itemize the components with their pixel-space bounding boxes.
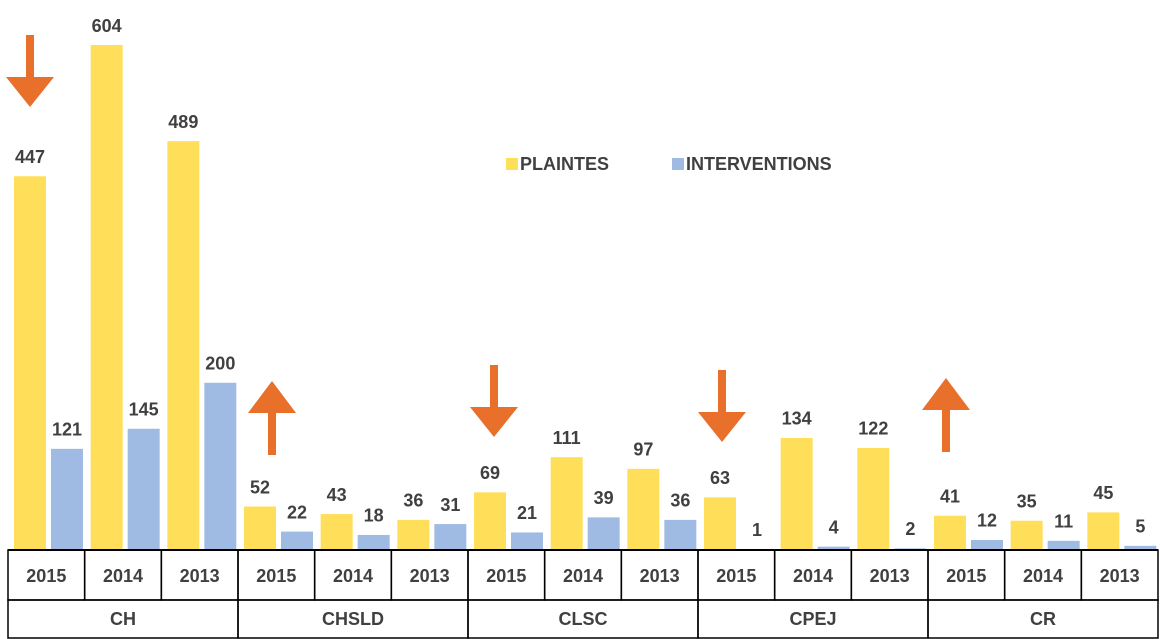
legend-swatch (672, 158, 684, 170)
data-label: 12 (977, 511, 997, 531)
x-tick-label: 2015 (486, 566, 526, 586)
data-label: 21 (517, 503, 537, 523)
arrow-down (6, 35, 54, 107)
x-tick-label: 2014 (103, 566, 143, 586)
x-tick-label: 2015 (256, 566, 296, 586)
bar (1047, 540, 1080, 550)
bar (204, 382, 237, 550)
x-tick-label: 2014 (1023, 566, 1063, 586)
bar (397, 519, 430, 550)
x-tick-label: 2013 (640, 566, 680, 586)
data-label: 39 (594, 488, 614, 508)
arrow-down (698, 370, 746, 442)
x-tick-label: 2014 (333, 566, 373, 586)
group-label: CLSC (559, 609, 608, 629)
data-label: 18 (364, 506, 384, 526)
data-label: 36 (403, 491, 423, 511)
data-label: 2 (905, 519, 915, 539)
x-tick-label: 2015 (946, 566, 986, 586)
bar (90, 45, 123, 550)
bar (1010, 520, 1043, 550)
data-label: 5 (1135, 517, 1145, 537)
bar (857, 447, 890, 550)
x-tick-label: 2013 (180, 566, 220, 586)
legend-swatch (506, 158, 518, 170)
group-label: CHSLD (322, 609, 384, 629)
data-label: 1 (752, 520, 762, 540)
group-label: CR (1030, 609, 1056, 629)
data-label: 69 (480, 463, 500, 483)
data-label: 4 (829, 517, 839, 537)
x-tick-label: 2015 (716, 566, 756, 586)
data-label: 43 (327, 485, 347, 505)
bar (127, 428, 160, 550)
x-tick-label: 2014 (563, 566, 603, 586)
data-label: 22 (287, 502, 307, 522)
data-label: 111 (553, 428, 581, 448)
bar (511, 532, 543, 550)
bar (14, 176, 46, 551)
bar (244, 506, 276, 550)
bar (664, 519, 697, 550)
bar (281, 531, 313, 550)
group-label: CH (110, 609, 136, 629)
bar (780, 437, 813, 550)
data-label: 134 (782, 409, 812, 429)
data-label: 31 (440, 495, 460, 515)
bar (357, 534, 390, 550)
bar (434, 524, 467, 550)
bar (704, 497, 736, 550)
data-label: 45 (1093, 483, 1113, 503)
x-tick-label: 2013 (870, 566, 910, 586)
data-label: 489 (168, 112, 198, 132)
bar (1087, 512, 1120, 550)
x-tick-label: 2015 (26, 566, 66, 586)
trend-arrows (6, 35, 970, 455)
data-label: 36 (670, 491, 690, 511)
bar (1124, 545, 1157, 550)
data-label: 11 (1054, 512, 1073, 532)
x-tick-label: 2013 (410, 566, 450, 586)
x-tick-label: 2013 (1100, 566, 1140, 586)
bar (587, 517, 620, 550)
bar (167, 141, 200, 550)
data-label: 52 (250, 477, 270, 497)
x-tick-label: 2014 (793, 566, 833, 586)
bar (971, 539, 1003, 550)
data-label: 97 (633, 440, 653, 460)
bar (550, 457, 583, 550)
data-label: 447 (15, 147, 45, 167)
bar (320, 514, 353, 550)
data-label: 122 (858, 419, 888, 439)
data-label: 35 (1017, 491, 1037, 511)
bar (474, 492, 506, 550)
data-label: 63 (710, 468, 730, 488)
legend-label: INTERVENTIONS (686, 154, 832, 174)
arrow-up (248, 381, 296, 455)
arrow-up (922, 378, 970, 452)
bar (627, 468, 660, 550)
group-cell (927, 599, 1159, 639)
group-label: CPEJ (789, 609, 836, 629)
legend-label: PLAINTES (520, 154, 609, 174)
bar (817, 546, 850, 550)
data-label: 200 (205, 354, 235, 374)
bar (934, 515, 966, 550)
arrow-down (470, 365, 518, 437)
data-label: 41 (940, 486, 960, 506)
data-label: 121 (52, 420, 82, 440)
data-label: 604 (92, 16, 122, 36)
data-label: 145 (129, 400, 159, 420)
bar (51, 448, 83, 550)
